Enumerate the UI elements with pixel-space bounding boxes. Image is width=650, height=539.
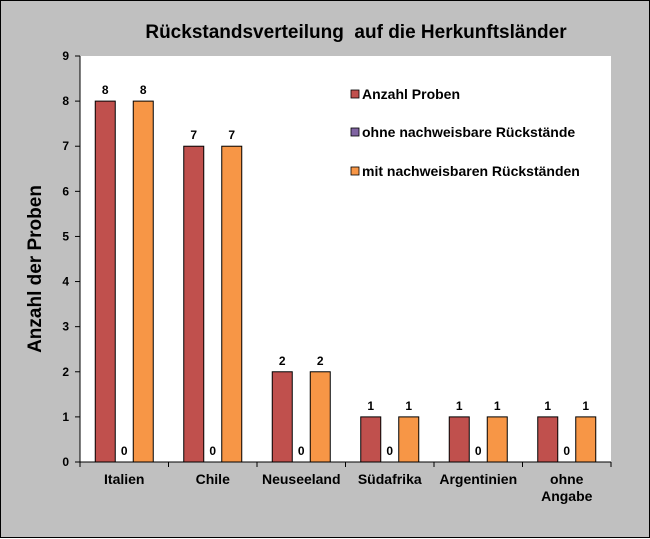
x-tick-label: Chile: [196, 471, 230, 487]
data-label: 1: [544, 399, 551, 413]
legend-swatch: [350, 89, 360, 99]
bar-3-3: [309, 371, 331, 463]
x-tick-label: Neuseeland: [262, 471, 341, 487]
legend: Anzahl Proben ohne nachweisbare Rückständ…: [350, 86, 580, 179]
bar-1-5: [448, 416, 470, 463]
y-axis-label: Anzahl der Proben: [25, 185, 46, 353]
x-tick-label: Angabe: [541, 488, 593, 504]
data-label: 0: [563, 444, 570, 458]
y-tick-label: 2: [62, 365, 69, 379]
y-tick-label: 3: [62, 320, 69, 334]
data-label: 7: [190, 128, 197, 142]
data-label: 8: [140, 83, 147, 97]
data-label: 2: [317, 354, 324, 368]
chart-title: Rückstandsverteilung auf die Herkunftslä…: [145, 22, 567, 43]
bar-3-6: [575, 416, 597, 463]
data-label: 1: [456, 399, 463, 413]
data-label: 0: [298, 444, 305, 458]
bar-3-5: [486, 416, 508, 463]
legend-label: Anzahl Proben: [362, 86, 460, 102]
y-tick-label: 8: [62, 94, 69, 108]
x-tick-label: Argentinien: [439, 471, 517, 487]
y-tick-label: 9: [62, 49, 69, 63]
y-tick-label: 4: [62, 275, 69, 289]
data-label: 2: [279, 354, 286, 368]
data-label: 0: [386, 444, 393, 458]
data-label: 1: [582, 399, 589, 413]
bar-3-2: [221, 145, 243, 463]
y-tick-label: 5: [62, 229, 69, 243]
data-label: 1: [405, 399, 412, 413]
data-label: 7: [228, 128, 235, 142]
data-label: 1: [494, 399, 501, 413]
bar-1-2: [183, 145, 205, 463]
bar-1-3: [271, 371, 293, 463]
bars-group: 8 0 8 7 0 7 2 0 2 1 0 1 1 0 1 1 0 1: [94, 83, 597, 463]
data-label: 0: [475, 444, 482, 458]
data-label: 0: [209, 444, 216, 458]
legend-swatch: [350, 127, 360, 137]
data-label: 0: [121, 444, 128, 458]
bar-1-1: [94, 100, 116, 463]
y-tick-label: 6: [62, 184, 69, 198]
bar-1-6: [537, 416, 559, 463]
data-label: 8: [102, 83, 109, 97]
axes-group: 0 1 2 3 4 5 6 7 8 9 Italien Chile Neuseeland Südafrik…: [62, 49, 612, 504]
x-tick-label: ohne: [550, 471, 584, 487]
bar-1-4: [360, 416, 382, 463]
bar-3-1: [132, 100, 154, 463]
plot-area: [80, 56, 611, 462]
y-tick-label: 0: [62, 455, 69, 469]
bar-3-4: [398, 416, 420, 463]
legend-label: ohne nachweisbare Rückstände: [362, 124, 575, 140]
legend-label: mit nachweisbaren Rückständen: [362, 163, 580, 179]
data-label: 1: [367, 399, 374, 413]
y-tick-label: 1: [62, 410, 69, 424]
legend-swatch: [350, 166, 360, 176]
y-tick-label: 7: [62, 139, 69, 153]
x-tick-label: Italien: [104, 471, 144, 487]
x-tick-label: Südafrika: [358, 471, 422, 487]
